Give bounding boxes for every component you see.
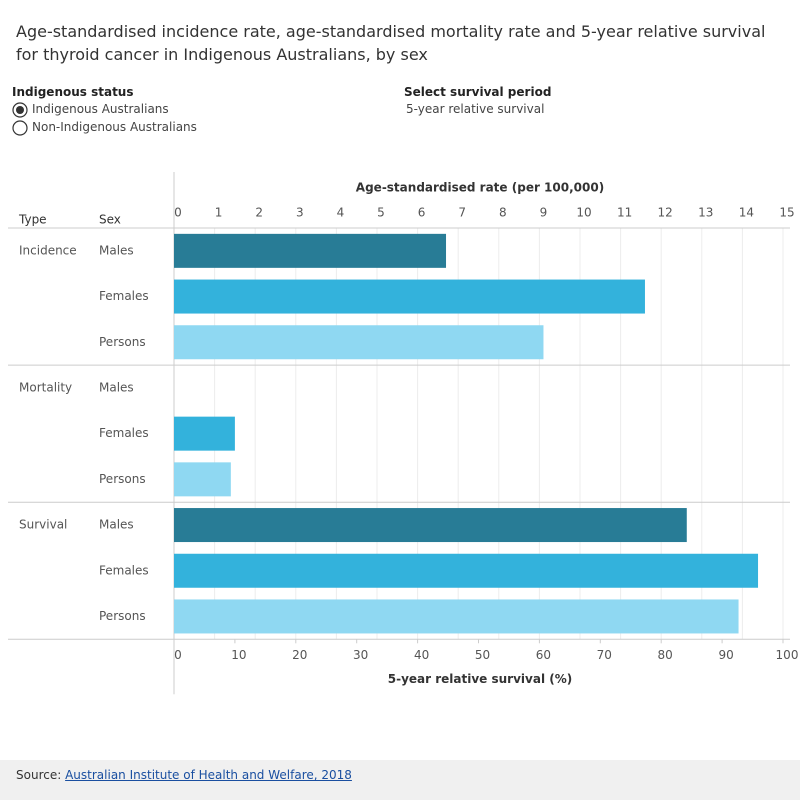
x-tick-label: 11 [617,206,632,220]
x2-tick-label: 70 [597,648,612,662]
x2-tick-label: 0 [174,648,182,662]
x-tick-label: 14 [739,206,754,220]
category-label: Persons [99,335,146,349]
category-label: Males [99,380,134,394]
x-tick-label: 1 [215,206,223,220]
bar [174,599,739,634]
radio-dot [16,106,24,114]
category-label: Persons [99,609,146,623]
category-label: Females [99,563,149,577]
x-tick-label: 5 [377,206,385,220]
group-label: Incidence [19,244,77,258]
group-label: Mortality [19,381,72,395]
category-label: Females [99,289,149,303]
category-label: Males [99,518,134,532]
x2-tick-label: 80 [658,648,673,662]
x-tick-label: 7 [458,206,466,220]
control-label: Indigenous status [12,85,134,99]
x2-tick-label: 30 [353,648,368,662]
x-tick-label: 10 [576,206,591,220]
x-tick-label: 8 [499,206,507,220]
x-tick-label: 9 [540,206,548,220]
source-label: Source: [16,768,62,782]
category-label: Females [99,426,149,440]
control-label: Select survival period [404,85,552,99]
x2-axis-title: 5-year relative survival (%) [388,672,572,686]
dropdown-value[interactable]: 5-year relative survival [406,102,545,116]
x2-tick-label: 50 [475,648,490,662]
category-label: Persons [99,472,146,486]
x-tick-label: 13 [698,206,713,220]
x2-tick-label: 40 [414,648,429,662]
bar [174,416,235,451]
row-header: Type [18,213,47,227]
radio-option[interactable]: Non-Indigenous Australians [32,120,197,134]
x-tick-label: 2 [255,206,263,220]
x2-tick-label: 100 [776,648,799,662]
x2-tick-label: 10 [231,648,246,662]
x2-tick-label: 90 [718,648,733,662]
x-tick-label: 0 [174,206,182,220]
category-label: Males [99,243,134,257]
group-label: Survival [19,518,67,532]
radio-option[interactable]: Indigenous Australians [32,102,169,116]
x-tick-label: 12 [658,206,673,220]
bar [174,325,544,360]
x-tick-label: 6 [418,206,426,220]
x2-tick-label: 20 [292,648,307,662]
bar [174,462,231,497]
bar [174,279,645,314]
x-axis-title: Age-standardised rate (per 100,000) [356,181,604,195]
x-tick-label: 15 [779,206,794,220]
x-tick-label: 4 [337,206,345,220]
footer: Source: Australian Institute of Health a… [0,760,800,800]
x-tick-label: 3 [296,206,304,220]
source-link[interactable]: Australian Institute of Health and Welfa… [65,768,352,782]
bar [174,508,687,543]
x2-tick-label: 60 [536,648,551,662]
radio-button [12,120,28,136]
bar [174,553,759,588]
title: Age-standardised incidence rate, age-sta… [16,22,766,64]
row-header: Sex [99,213,121,227]
bar [174,233,447,268]
